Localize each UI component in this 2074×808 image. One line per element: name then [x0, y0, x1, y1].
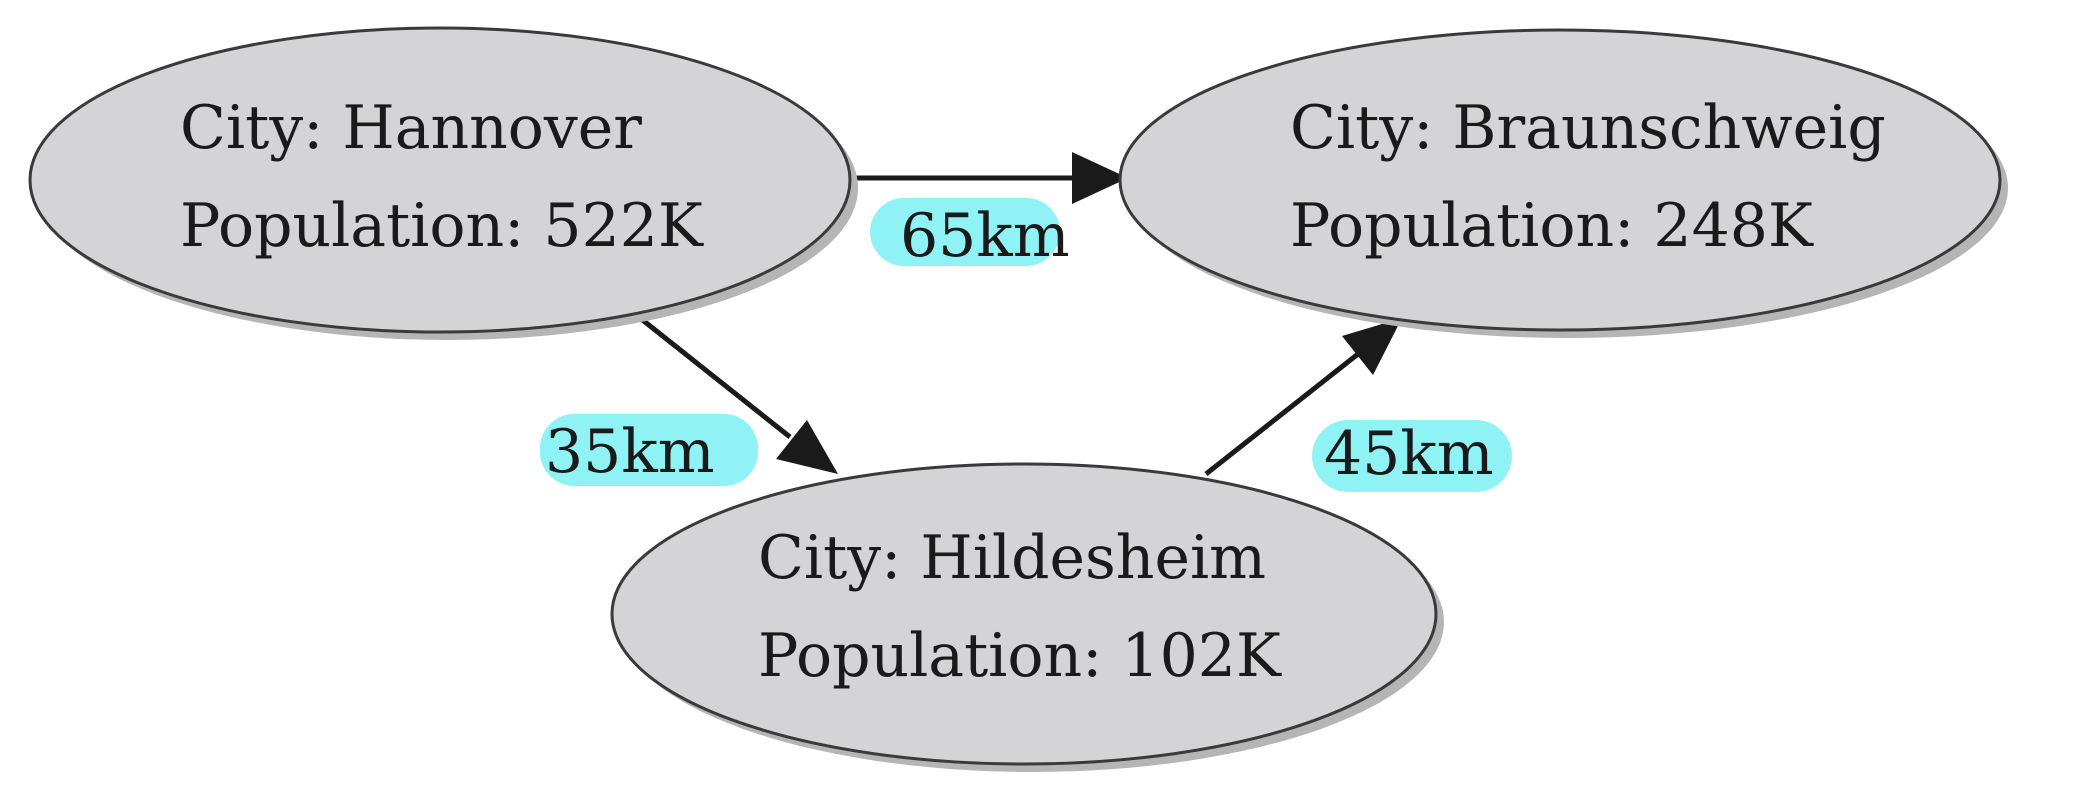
arrowhead-icon	[776, 420, 838, 474]
node-ellipse	[1118, 28, 2002, 332]
edge-label-hannover-braunschweig: 65km	[870, 198, 1070, 271]
edge-label-hildesheim-braunschweig: 45km	[1312, 419, 1512, 492]
arrowhead-icon	[1072, 152, 1128, 204]
node-hannover: City: Hannover Population: 522K	[28, 26, 858, 340]
node-population-label: Population: 522K	[180, 191, 704, 261]
node-braunschweig: City: Braunschweig Population: 248K	[1118, 28, 2008, 338]
node-ellipse	[28, 26, 852, 334]
node-city-label: City: Hildesheim	[758, 523, 1266, 593]
edge-hannover-braunschweig	[848, 152, 1128, 204]
edge-distance-label: 35km	[545, 417, 715, 487]
edge-line	[1204, 352, 1360, 476]
node-hildesheim: City: Hildesheim Population: 102K	[610, 462, 1444, 772]
node-ellipse	[610, 462, 1438, 766]
edge-label-hannover-hildesheim: 35km	[540, 414, 758, 487]
label-highlight	[1312, 420, 1512, 492]
edge-hildesheim-braunschweig	[1204, 318, 1402, 476]
node-population-label: Population: 248K	[1290, 191, 1814, 261]
node-city-label: City: Hannover	[180, 93, 642, 163]
edge-distance-label: 65km	[900, 201, 1070, 271]
edge-hannover-hildesheim	[638, 316, 838, 474]
node-city-label: City: Braunschweig	[1290, 93, 1886, 163]
arrowhead-icon	[1342, 318, 1402, 375]
edge-line	[638, 316, 792, 439]
label-highlight	[540, 414, 758, 486]
edge-distance-label: 45km	[1324, 419, 1494, 489]
node-population-label: Population: 102K	[758, 621, 1282, 691]
label-highlight	[870, 198, 1060, 266]
